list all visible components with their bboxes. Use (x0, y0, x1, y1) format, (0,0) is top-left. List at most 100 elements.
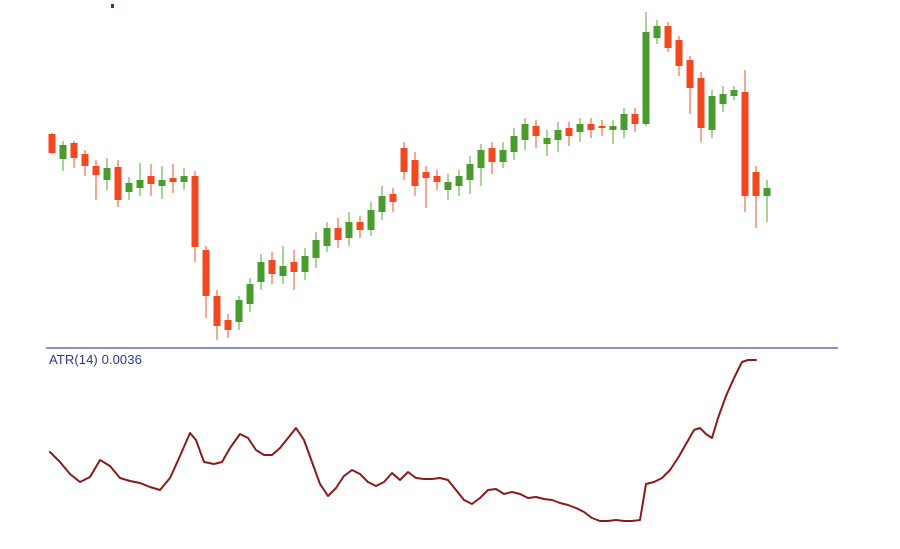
candlestick (356, 216, 364, 238)
candlestick (92, 160, 100, 200)
candlestick (499, 142, 507, 168)
candlestick (125, 177, 133, 200)
candle-body (158, 180, 166, 186)
candle-body (279, 266, 287, 276)
candlestick (191, 171, 199, 262)
candle-body (290, 262, 298, 272)
candle-body (224, 320, 232, 330)
price-candlestick-pane[interactable] (0, 0, 900, 346)
candlestick (730, 86, 738, 100)
candlestick (620, 108, 628, 138)
candle-body (114, 167, 122, 200)
candle-body (730, 90, 738, 96)
candlestick (411, 152, 419, 196)
candle-body (125, 183, 133, 192)
candlestick (488, 142, 496, 174)
candlestick (202, 246, 210, 318)
candle-body (367, 210, 375, 230)
candle-body (642, 32, 650, 124)
candle-body (499, 150, 507, 162)
candle-body (488, 148, 496, 162)
candle-body (48, 134, 56, 153)
atr-legend-label: ATR(14) 0.0036 (49, 352, 142, 367)
candle-body (81, 154, 89, 166)
candle-body (587, 124, 595, 130)
candle-body (202, 250, 210, 296)
candlestick-series (48, 12, 771, 340)
candlestick (290, 250, 298, 290)
candle-body (213, 296, 221, 326)
candle-body (433, 176, 441, 182)
candlestick (334, 218, 342, 248)
candlestick (345, 212, 353, 246)
candle-body (92, 166, 100, 175)
candle-body (136, 180, 144, 188)
candle-wick (282, 246, 284, 284)
candlestick (48, 133, 56, 154)
candlestick (510, 128, 518, 160)
candlestick (697, 72, 705, 142)
candlestick (59, 141, 67, 171)
candlestick (103, 158, 111, 190)
candle-body (334, 228, 342, 240)
candle-body (180, 176, 188, 182)
candlestick (246, 278, 254, 312)
candle-body (191, 176, 199, 247)
candle-body (631, 114, 639, 124)
candle-wick (425, 166, 427, 208)
candle-body (378, 196, 386, 212)
candlestick (587, 118, 595, 138)
candle-body (422, 172, 430, 178)
candle-body (741, 92, 749, 196)
candle-body (752, 172, 760, 196)
atr-indicator-pane[interactable] (0, 349, 900, 549)
atr-polyline (49, 359, 757, 522)
candlestick (169, 164, 177, 193)
candle-body (653, 26, 661, 38)
candlestick (631, 108, 639, 132)
candle-body (697, 78, 705, 128)
candle-body (477, 150, 485, 168)
candle-body (708, 96, 716, 130)
candlestick (70, 141, 78, 168)
candlestick (763, 180, 771, 222)
candle-wick (766, 180, 768, 222)
candle-body (675, 40, 683, 66)
pane-separator-line (46, 347, 838, 349)
candlestick (147, 164, 155, 196)
candle-body (598, 126, 606, 128)
candle-body (169, 178, 177, 182)
candlestick (301, 248, 309, 280)
candlestick (235, 296, 243, 330)
corner-marker (111, 4, 114, 8)
candlestick (466, 156, 474, 194)
candlestick (609, 120, 617, 144)
candlestick (213, 290, 221, 340)
candlestick (521, 118, 529, 150)
candle-wick (755, 166, 757, 228)
candlestick (752, 166, 760, 228)
candle-body (719, 94, 727, 104)
candle-body (686, 60, 694, 88)
candlestick (686, 56, 694, 114)
candle-body (455, 176, 463, 186)
candle-body (411, 160, 419, 186)
candlestick (389, 188, 397, 212)
candlestick (433, 170, 441, 190)
candlestick (543, 130, 551, 156)
candle-body (59, 145, 67, 159)
candle-wick (612, 120, 614, 144)
candlestick (565, 122, 573, 146)
candle-body (609, 126, 617, 130)
candlestick (224, 314, 232, 338)
atr-line-series (49, 359, 757, 522)
candlestick (257, 254, 265, 290)
candle-body (620, 114, 628, 130)
candle-body (510, 136, 518, 152)
candlestick (675, 36, 683, 76)
candlestick (576, 118, 584, 142)
candle-body (257, 262, 265, 282)
candle-body (466, 164, 474, 180)
candle-body (345, 222, 353, 238)
